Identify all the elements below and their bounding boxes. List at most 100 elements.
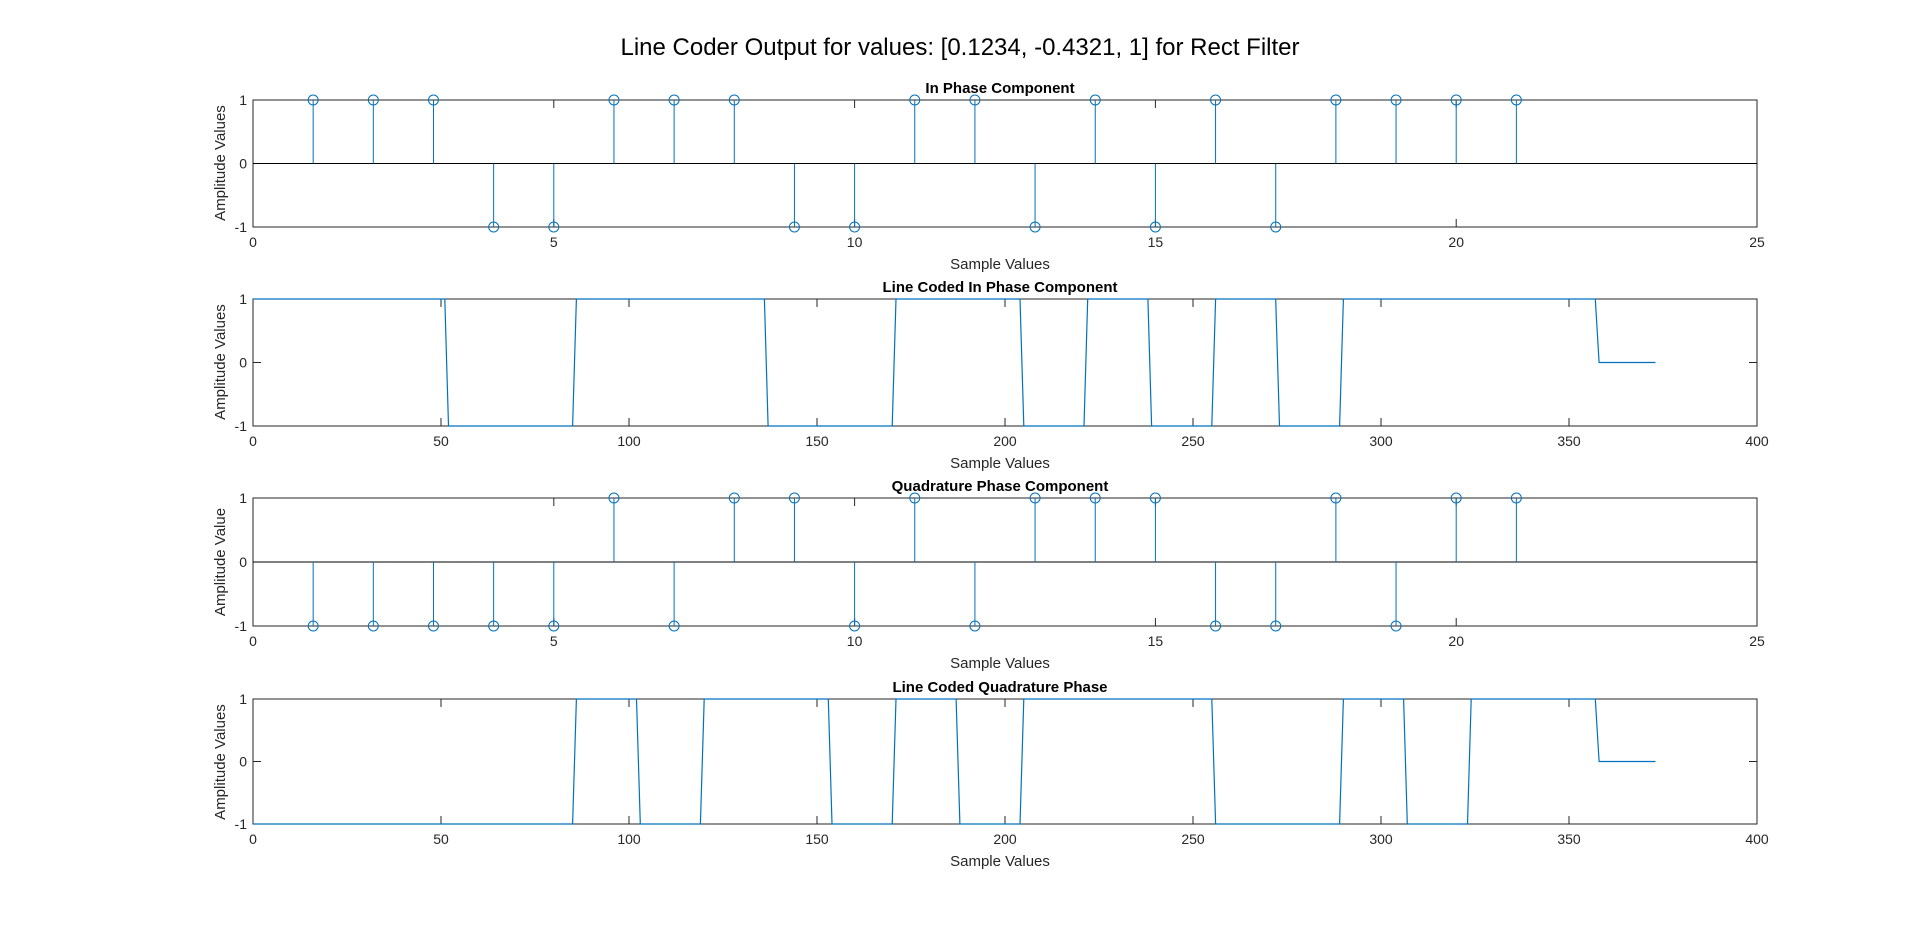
x-tick-label: 250 [1181,831,1205,847]
plot-area [252,698,1758,825]
stem-marker [307,620,319,632]
plot-area [252,298,1758,427]
stem-marker [488,620,500,632]
subplot-title: In Phase Component [925,80,1074,97]
x-tick-label: 100 [617,433,641,449]
stem-marker [849,620,861,632]
subplot-in-phase: In Phase Component Sample Values Amplitu… [212,80,1765,273]
stem-marker [1510,94,1522,106]
stem-marker [1270,221,1282,233]
stem-marker [1390,620,1402,632]
x-tick-label: 10 [847,633,863,649]
stem-marker [367,94,379,106]
stem-marker [1089,94,1101,106]
stem-marker [909,492,921,504]
subplot-line-coded-quadrature: Line Coded Quadrature Phase Sample Value… [212,679,1769,870]
stem-marker [668,620,680,632]
y-axis-label: Amplitude Values [212,304,229,420]
x-tick-label: 150 [805,831,829,847]
y-tick-label: -1 [235,816,248,832]
y-tick-label: -1 [235,219,248,235]
series-line [253,298,1656,427]
x-tick-label: 200 [993,433,1017,449]
x-tick-label: 300 [1369,831,1393,847]
stem-marker [427,94,439,106]
subplot-title: Quadrature Phase Component [892,478,1109,495]
stem-marker [1330,492,1342,504]
y-tick-label: 0 [239,554,247,570]
x-tick-label: 400 [1745,831,1769,847]
stem-marker [1029,492,1041,504]
x-tick-label: 10 [847,234,863,250]
stem-marker [307,94,319,106]
stem-marker [1330,94,1342,106]
x-tick-label: 0 [249,633,257,649]
stem-marker [488,221,500,233]
stem-marker [909,94,921,106]
stem-marker [1149,492,1161,504]
y-tick-label: 0 [239,156,247,172]
figure-title: Line Coder Output for values: [0.1234, -… [620,34,1299,61]
x-tick-label: 100 [617,831,641,847]
stem-marker [1029,221,1041,233]
x-tick-label: 0 [249,234,257,250]
y-tick-label: -1 [235,618,248,634]
subplot-title: Line Coded Quadrature Phase [892,679,1107,696]
x-axis-label: Sample Values [950,655,1050,672]
x-tick-label: 0 [249,831,257,847]
stem-marker [1089,492,1101,504]
subplot-title: Line Coded In Phase Component [882,279,1117,296]
x-tick-label: 400 [1745,433,1769,449]
stem-marker [548,620,560,632]
x-tick-label: 150 [805,433,829,449]
x-tick-label: 15 [1148,633,1164,649]
stem-marker [849,221,861,233]
stem-marker [788,492,800,504]
x-tick-label: 25 [1749,633,1765,649]
stem-marker [1270,620,1282,632]
x-tick-label: 20 [1448,234,1464,250]
y-tick-label: 0 [239,754,247,770]
x-axis-label: Sample Values [950,455,1050,472]
x-axis-label: Sample Values [950,256,1050,273]
x-tick-label: 200 [993,831,1017,847]
stem-marker [1450,94,1462,106]
x-tick-label: 0 [249,433,257,449]
x-tick-label: 25 [1749,234,1765,250]
x-tick-label: 350 [1557,831,1581,847]
x-tick-label: 300 [1369,433,1393,449]
stem-marker [728,94,740,106]
x-tick-label: 350 [1557,433,1581,449]
y-axis-label: Amplitude Value [212,508,229,616]
series-line [253,698,1656,825]
x-tick-label: 15 [1148,234,1164,250]
x-tick-label: 20 [1448,633,1464,649]
stem-marker [1450,492,1462,504]
stem-marker [1149,221,1161,233]
subplot-quadrature-phase: Quadrature Phase Component Sample Values… [212,478,1765,672]
y-tick-label: 0 [239,355,247,371]
x-tick-label: 250 [1181,433,1205,449]
stem-marker [427,620,439,632]
stem-marker [728,492,740,504]
y-tick-label: 1 [239,490,247,506]
subplot-line-coded-in-phase: Line Coded In Phase Component Sample Val… [212,279,1769,472]
y-axis-label: Amplitude Values [212,105,229,221]
stem-marker [1210,620,1222,632]
x-axis-label: Sample Values [950,853,1050,870]
stem-marker [788,221,800,233]
y-tick-label: -1 [235,418,248,434]
stem-marker [668,94,680,106]
stem-marker [969,94,981,106]
y-axis-label: Amplitude Values [212,704,229,820]
y-tick-label: 1 [239,691,247,707]
stem-marker [608,94,620,106]
y-tick-label: 1 [239,291,247,307]
x-tick-label: 5 [550,633,558,649]
stem-marker [1510,492,1522,504]
stem-marker [969,620,981,632]
stem-marker [548,221,560,233]
stem-marker [1390,94,1402,106]
y-tick-label: 1 [239,92,247,108]
